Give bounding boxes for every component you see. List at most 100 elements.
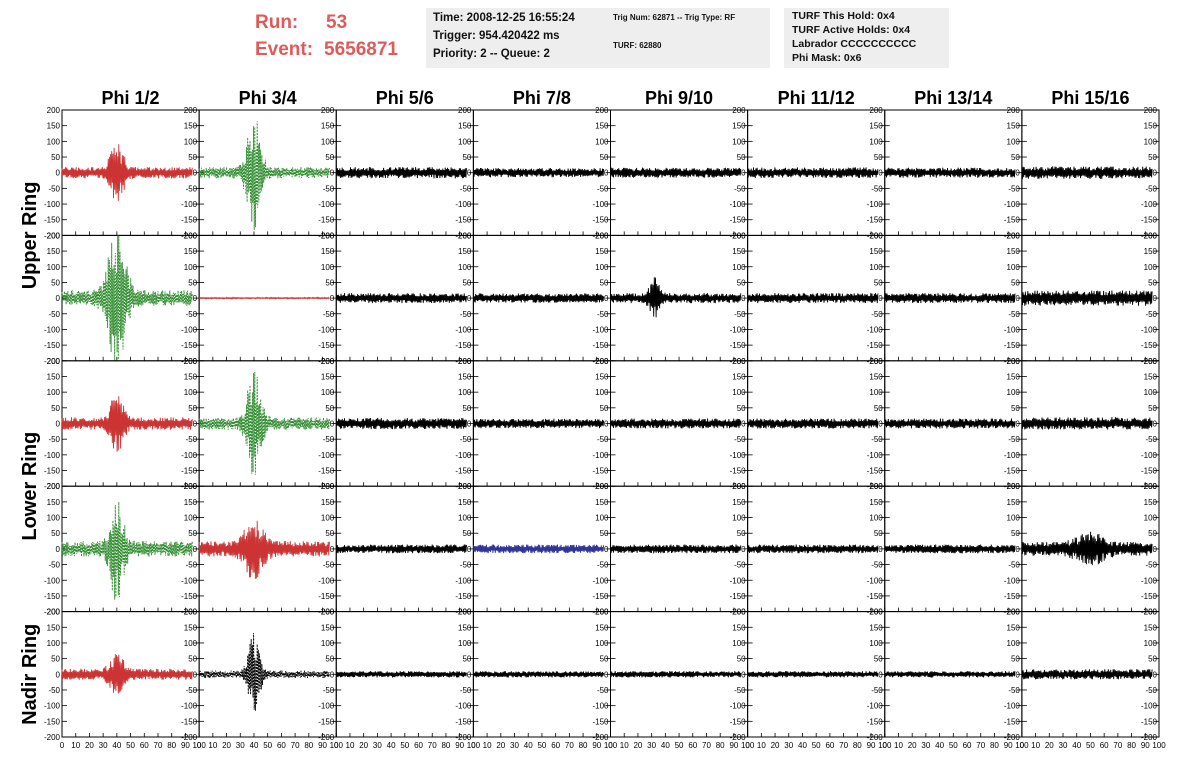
y-tick-label: -50	[186, 561, 198, 570]
y-tick-label: -50	[597, 561, 609, 570]
y-tick-label: -150	[730, 216, 747, 225]
y-tick-label: 200	[869, 357, 883, 366]
y-tick-label: 200	[869, 608, 883, 617]
y-tick-label: 50	[874, 278, 883, 287]
y-tick-label: -150	[1004, 592, 1021, 601]
y-tick-label: -200	[44, 608, 61, 617]
waveform-trace	[884, 293, 1016, 304]
x-tick-label: 20	[85, 741, 94, 750]
y-tick-label: 50	[462, 655, 471, 664]
x-tick-label: 40	[250, 741, 259, 750]
y-tick-label: -100	[44, 200, 61, 209]
y-tick-label: -150	[44, 592, 61, 601]
y-tick-label: 50	[325, 655, 334, 664]
y-tick-label: 200	[458, 608, 472, 617]
x-tick-label: 80	[441, 741, 450, 750]
y-tick-label: 150	[1144, 122, 1158, 131]
x-tick-label: 80	[853, 741, 862, 750]
y-tick-label: -150	[455, 717, 472, 726]
y-tick-label: 150	[184, 623, 198, 632]
y-tick-label: 50	[737, 529, 746, 538]
x-tick-label: 20	[359, 741, 368, 750]
y-tick-label: -150	[455, 341, 472, 350]
y-tick-label: 100	[184, 514, 198, 523]
waveform-trace	[198, 371, 330, 475]
y-tick-label: 200	[458, 231, 472, 240]
y-tick-label: 150	[321, 372, 335, 381]
y-tick-label: -100	[730, 325, 747, 334]
x-tick-label: 10	[208, 741, 217, 750]
waveform-trace	[747, 167, 879, 179]
y-tick-label: 150	[47, 372, 61, 381]
waveform-trace	[61, 396, 193, 452]
y-tick-label: -50	[48, 184, 60, 193]
y-tick-label: 150	[869, 372, 883, 381]
event-label: Event:	[255, 39, 314, 60]
y-tick-label: 200	[1007, 106, 1021, 115]
y-tick-label: 100	[595, 514, 609, 523]
y-tick-label: 50	[462, 404, 471, 413]
waveform-trace	[472, 418, 605, 429]
x-tick-label: 30	[373, 741, 382, 750]
y-tick-label: -150	[592, 467, 609, 476]
y-tick-label: -150	[1004, 216, 1021, 225]
y-tick-label: 0	[467, 670, 472, 679]
y-tick-label: 100	[184, 137, 198, 146]
y-tick-label: 100	[1007, 263, 1021, 272]
y-tick-label: -100	[867, 702, 884, 711]
y-tick-label: -50	[48, 561, 60, 570]
y-tick-label: 150	[869, 122, 883, 131]
y-tick-label: -50	[1008, 310, 1020, 319]
x-tick-label: 60	[551, 741, 560, 750]
y-tick-label: -200	[867, 733, 884, 742]
y-tick-label: -150	[592, 717, 609, 726]
y-tick-label: 0	[878, 169, 883, 178]
y-tick-label: 50	[325, 153, 334, 162]
y-tick-label: 200	[1007, 608, 1021, 617]
waveform-trace	[335, 544, 467, 554]
y-tick-label: 50	[600, 153, 609, 162]
time-info-box: Time: 2008-12-25 16:55:24 Trigger: 954.4…	[426, 8, 616, 68]
y-tick-label: 200	[184, 608, 198, 617]
y-tick-label: -150	[1141, 592, 1158, 601]
x-tick-label: 90	[455, 741, 464, 750]
y-tick-label: -150	[318, 341, 335, 350]
y-tick-label: -100	[181, 200, 198, 209]
y-tick-label: 0	[56, 545, 61, 554]
y-tick-label: -100	[318, 325, 335, 334]
waveform-trace	[472, 544, 605, 554]
y-tick-label: -200	[44, 357, 61, 366]
y-tick-label: -50	[1145, 184, 1157, 193]
x-tick-label: 70	[428, 741, 437, 750]
y-tick-label: -50	[48, 686, 60, 695]
y-tick-label: 100	[1007, 514, 1021, 523]
y-tick-label: 0	[193, 420, 198, 429]
y-tick-label: 100	[458, 137, 472, 146]
y-tick-label: 200	[321, 482, 335, 491]
x-tick-label: 0	[1020, 741, 1025, 750]
y-tick-label: 0	[604, 545, 609, 554]
y-tick-label: 100	[869, 639, 883, 648]
y-tick-label: 200	[321, 106, 335, 115]
waveform-trace	[61, 144, 193, 201]
y-tick-label: 0	[1015, 545, 1020, 554]
x-tick-label: 50	[400, 741, 409, 750]
y-tick-label: 150	[1007, 247, 1021, 256]
y-tick-label: 0	[193, 545, 198, 554]
y-tick-label: -100	[181, 451, 198, 460]
waveform-trace	[610, 418, 742, 429]
y-tick-label: 100	[1007, 388, 1021, 397]
turf-active-line: TURF Active Holds: 0x4	[792, 24, 911, 36]
x-tick-label: 40	[798, 741, 807, 750]
y-tick-label: 100	[595, 388, 609, 397]
y-tick-label: 100	[869, 137, 883, 146]
y-tick-label: -50	[323, 310, 335, 319]
waveform-trace	[747, 544, 879, 554]
x-tick-label: 10	[346, 741, 355, 750]
